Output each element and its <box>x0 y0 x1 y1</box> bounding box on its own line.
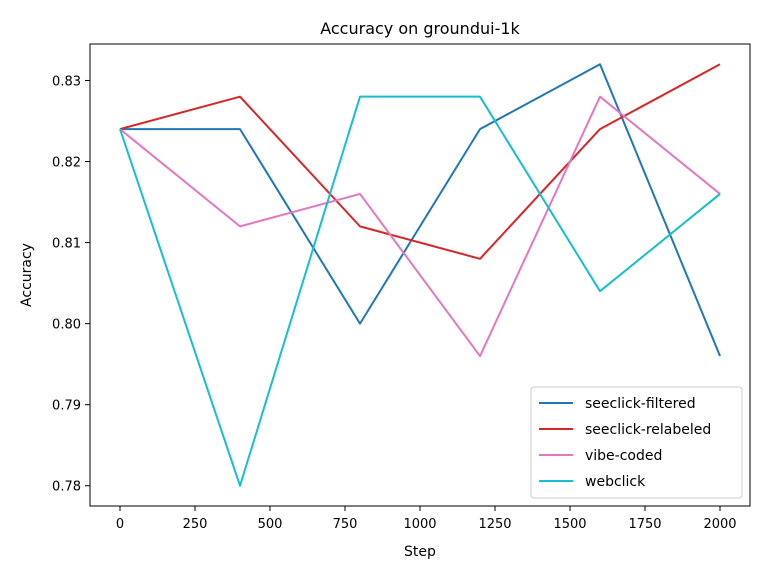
y-tick-label: 0.83 <box>52 74 81 89</box>
series-line-vibe-coded <box>119 95 721 358</box>
y-axis-label: Accuracy <box>19 243 35 307</box>
x-tick-label: 1000 <box>403 517 436 532</box>
x-axis-label: Step <box>404 544 436 560</box>
series-line-webclick <box>119 95 721 487</box>
series-lines <box>119 63 721 487</box>
legend-label: seeclick-relabeled <box>585 422 711 438</box>
chart-title: Accuracy on groundui-1k <box>320 19 520 38</box>
y-tick-label: 0.82 <box>52 156 81 171</box>
y-tick-label: 0.78 <box>52 480 81 495</box>
legend-label: seeclick-filtered <box>585 396 696 412</box>
legend-label: webclick <box>585 474 646 490</box>
x-tick-label: 500 <box>258 517 283 532</box>
plot-frame <box>89 43 751 507</box>
axis-ticks: 0 250 500 750 1000 1250 1500 1750 2000 0.78 0.79 0.… <box>52 74 737 532</box>
x-tick-label: 1750 <box>628 517 661 532</box>
y-tick-label: 0.79 <box>52 399 81 414</box>
x-tick-label: 1250 <box>478 517 511 532</box>
x-tick-label: 1500 <box>553 517 586 532</box>
series-line-seeclick-relabeled <box>119 63 721 260</box>
legend: seeclick-filtered seeclick-relabeled vibe-… <box>530 386 743 499</box>
y-tick-label: 0.80 <box>52 318 81 333</box>
x-tick-label: 250 <box>183 517 208 532</box>
x-tick-label: 750 <box>333 517 358 532</box>
legend-label: vibe-coded <box>585 448 662 464</box>
x-tick-label: 0 <box>116 517 124 532</box>
x-tick-label: 2000 <box>703 517 736 532</box>
legend-box <box>530 386 743 499</box>
y-tick-label: 0.81 <box>52 237 81 252</box>
